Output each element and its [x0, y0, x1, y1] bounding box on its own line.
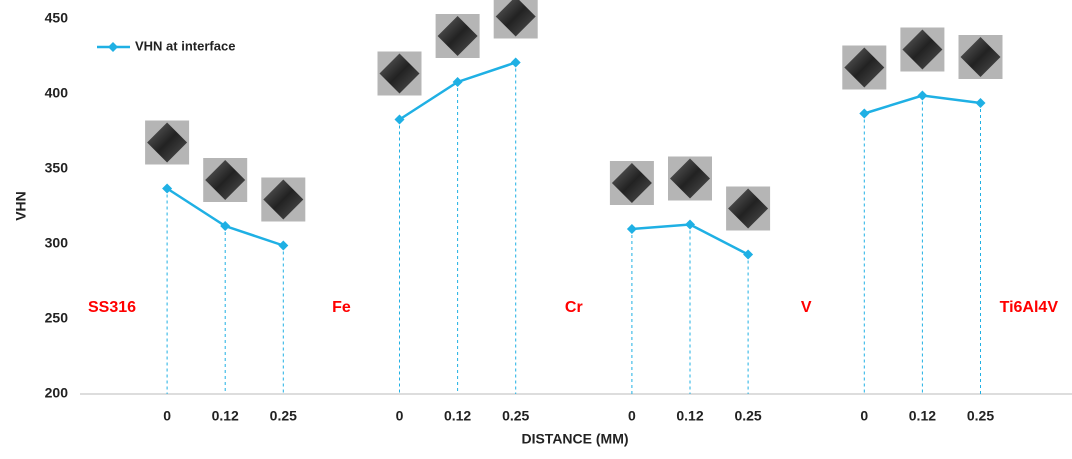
x-tick-label: 0 — [163, 408, 171, 424]
indent-mark — [728, 188, 769, 229]
x-tick-label: 0.12 — [212, 408, 239, 424]
group-label: Ti6Al4V — [1000, 299, 1059, 316]
indent-mark — [495, 0, 536, 37]
legend-marker — [108, 42, 118, 52]
y-tick-label: 250 — [45, 310, 69, 326]
indent-mark — [147, 122, 188, 163]
group-label: V — [801, 299, 812, 316]
point — [859, 108, 870, 119]
indent-mark — [263, 179, 304, 220]
point — [162, 183, 173, 194]
x-tick-label: 0.25 — [734, 408, 761, 424]
x-tick-label: 0.12 — [444, 408, 471, 424]
group-label: Fe — [332, 299, 351, 316]
y-tick-label: 400 — [45, 85, 69, 101]
point — [975, 98, 986, 108]
y-tick-label: 200 — [45, 385, 69, 401]
x-tick-label: 0.12 — [909, 408, 936, 424]
x-tick-label: 0 — [628, 408, 636, 424]
x-tick-label: 0.25 — [270, 408, 297, 424]
indent-mark — [844, 47, 885, 88]
x-tick-label: 0 — [860, 408, 868, 424]
point — [394, 114, 405, 125]
indent-mark — [205, 160, 246, 200]
point — [220, 221, 231, 231]
point — [278, 240, 289, 251]
indent-mark — [437, 16, 478, 56]
x-tick-label: 0 — [396, 408, 404, 424]
point — [510, 57, 521, 68]
legend-label: VHN at interface — [135, 38, 235, 53]
point — [452, 77, 463, 87]
indent-mark — [379, 53, 420, 94]
indent-mark — [960, 37, 1001, 77]
x-axis-title: DISTANCE (MM) — [521, 431, 628, 447]
y-tick-label: 300 — [45, 235, 69, 251]
indent-mark — [902, 29, 943, 70]
y-tick-label: 350 — [45, 160, 69, 176]
group-label: Cr — [565, 299, 583, 316]
point — [685, 219, 695, 230]
point — [626, 224, 637, 234]
indent-mark — [611, 163, 652, 203]
y-axis-title: VHN — [13, 191, 29, 221]
x-tick-label: 0.25 — [502, 408, 529, 424]
point — [917, 90, 928, 101]
x-tick-label: 0.12 — [676, 408, 703, 424]
indent-mark — [670, 158, 710, 199]
series-line — [166, 61, 981, 256]
group-label: SS316 — [88, 299, 136, 316]
point — [743, 249, 754, 260]
y-tick-label: 450 — [45, 10, 69, 26]
x-tick-label: 0.25 — [967, 408, 994, 424]
